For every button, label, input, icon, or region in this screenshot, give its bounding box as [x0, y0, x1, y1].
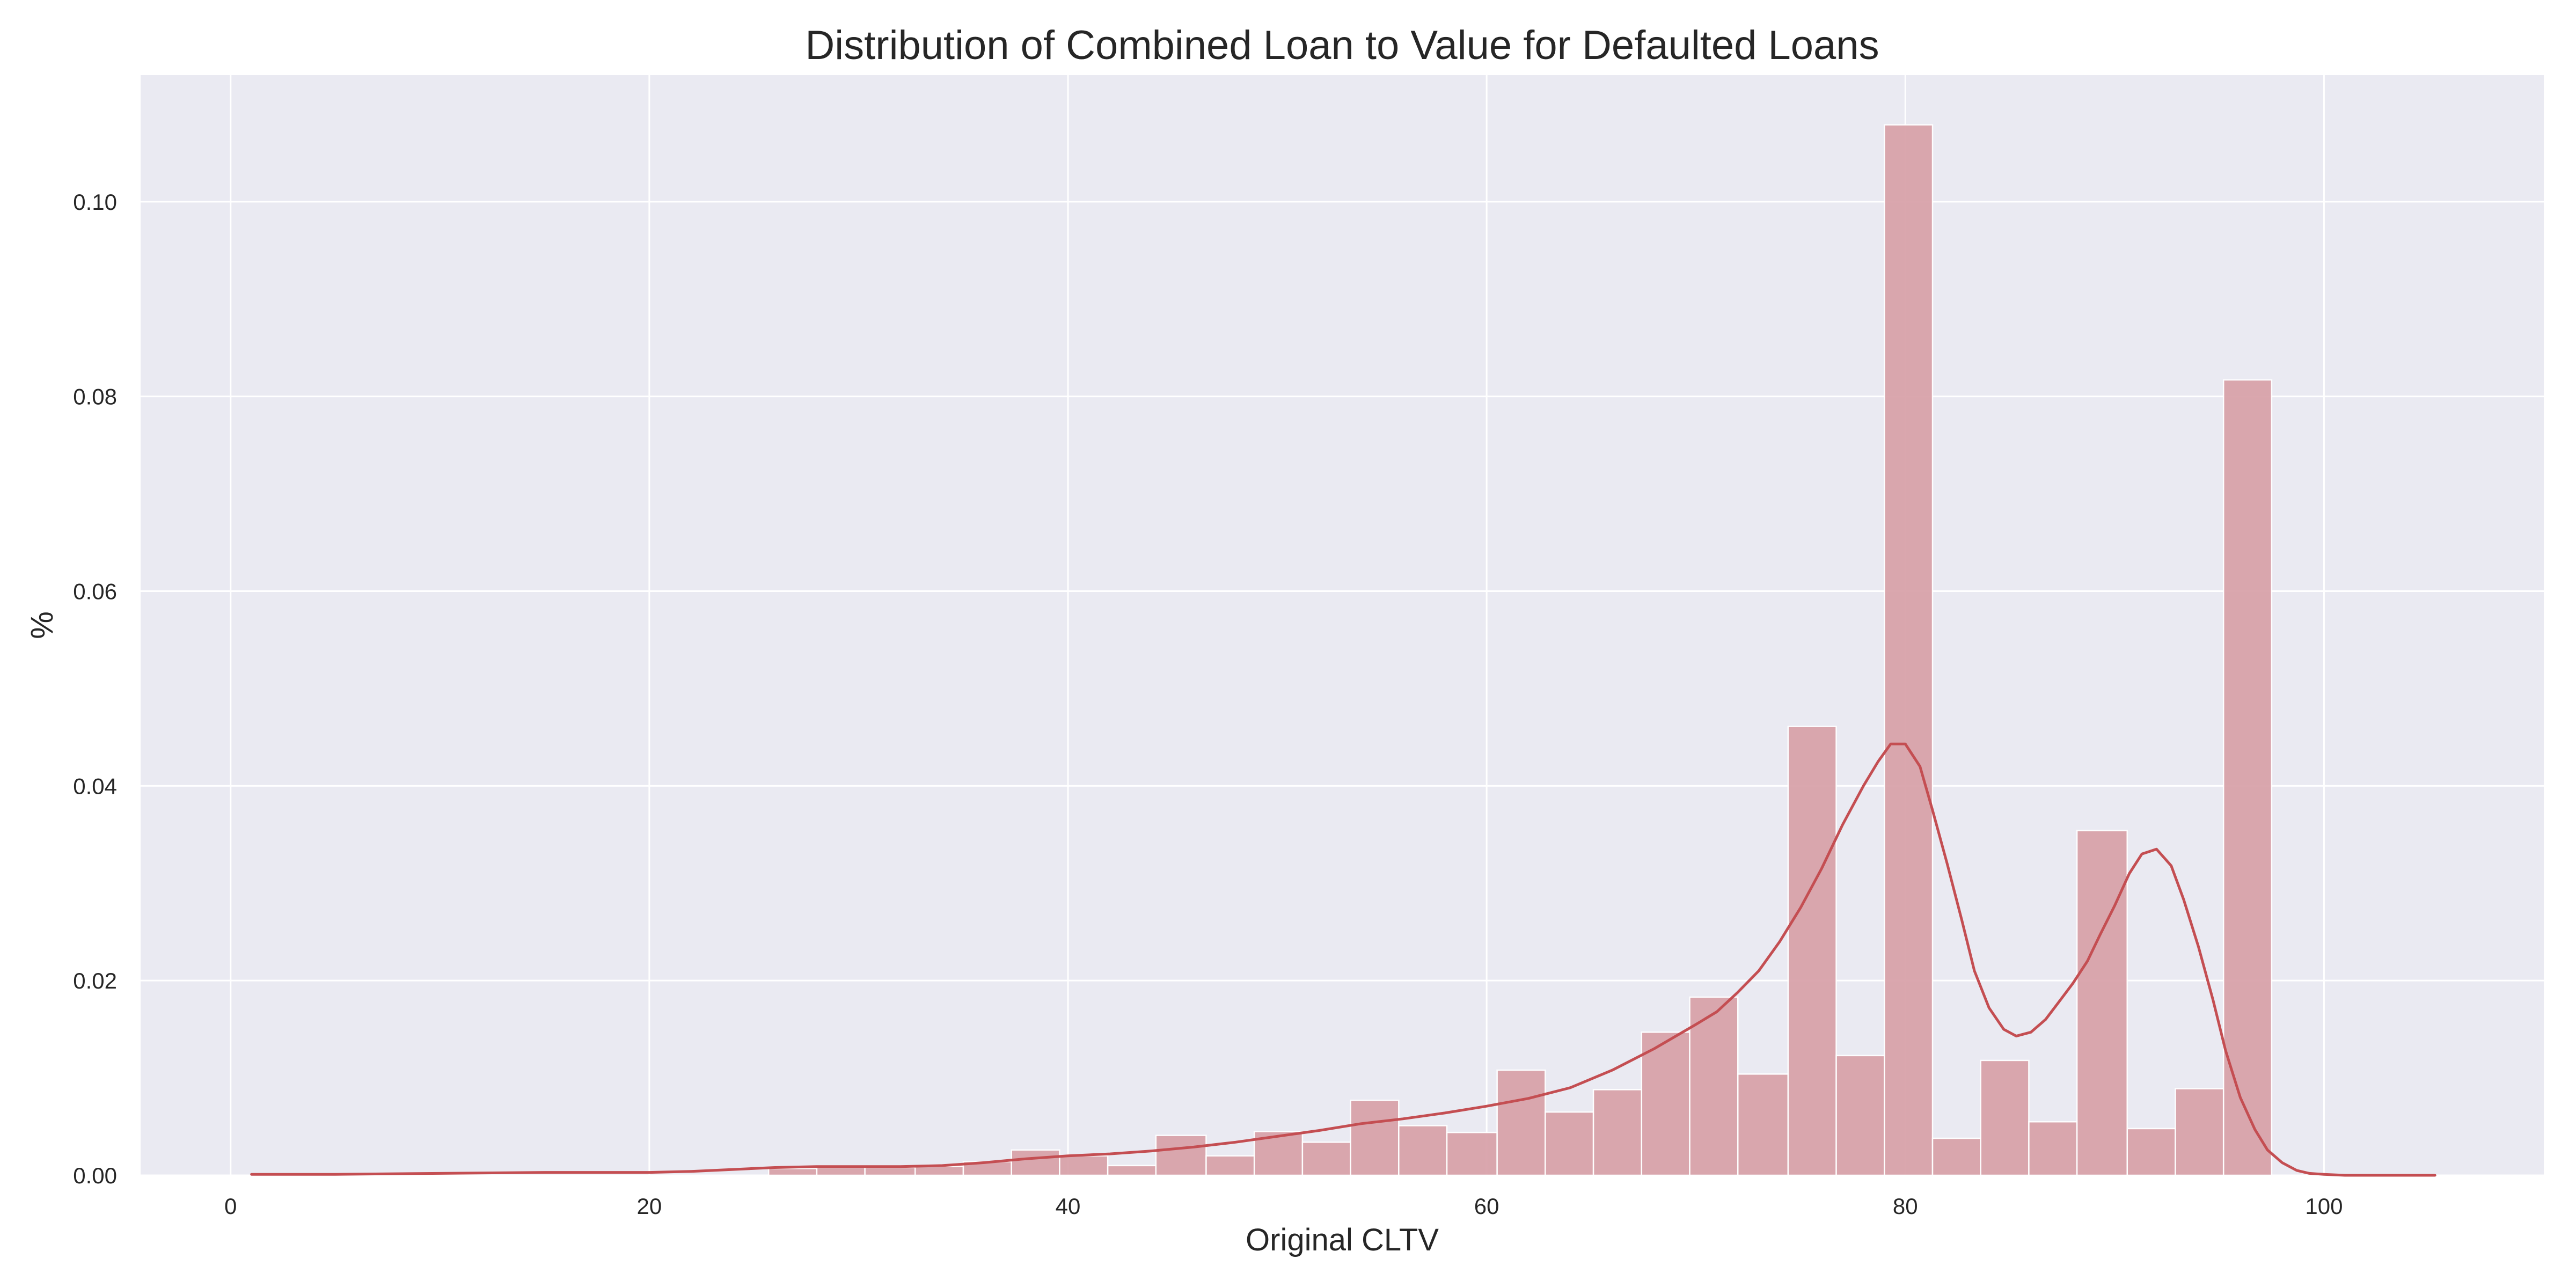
- histogram-bar: [2175, 1088, 2224, 1176]
- kde-curve: [250, 742, 2436, 1177]
- histogram-bar: [1737, 1073, 1789, 1176]
- x-axis-label: Original CLTV: [1246, 1223, 1439, 1257]
- y-axis-ticks: 0.00 0.02 0.04 0.06 0.08 0.10: [73, 189, 117, 1188]
- histogram-bar: [1689, 996, 1739, 1176]
- x-tick-label: 0: [224, 1194, 237, 1219]
- x-axis-ticks: 0 20 40 60 80 100: [224, 1194, 2343, 1219]
- histogram-bar: [1398, 1125, 1448, 1176]
- histogram-bar: [1205, 1155, 1255, 1176]
- histogram-bar: [2222, 379, 2273, 1176]
- y-tick-label: 0.06: [73, 579, 117, 604]
- histogram-bar: [1545, 1111, 1594, 1176]
- histogram-bar: [1350, 1100, 1400, 1176]
- x-tick-label: 60: [1474, 1194, 1499, 1219]
- histogram-bar: [1155, 1135, 1207, 1176]
- histogram-bar: [767, 1168, 818, 1176]
- x-tick-label: 40: [1056, 1194, 1081, 1219]
- histogram-bar: [816, 1167, 866, 1176]
- histogram-bar: [1011, 1149, 1060, 1176]
- y-tick-label: 0.08: [73, 384, 117, 409]
- y-tick-label: 0.00: [73, 1163, 117, 1188]
- histogram-bar: [1059, 1155, 1109, 1176]
- histogram-bar: [1884, 124, 1934, 1176]
- histogram-bar: [1496, 1069, 1546, 1176]
- histogram-bar: [1107, 1165, 1157, 1176]
- x-tick-label: 20: [637, 1194, 662, 1219]
- histogram-bar: [914, 1166, 964, 1176]
- y-tick-label: 0.04: [73, 773, 117, 799]
- histogram-bar: [2126, 1128, 2176, 1176]
- histogram-bar: [1641, 1031, 1690, 1176]
- x-tick-label: 100: [2305, 1194, 2343, 1219]
- histogram-bars: [767, 124, 2273, 1176]
- histogram-bar: [1835, 1055, 1885, 1176]
- y-tick-label: 0.10: [73, 189, 117, 215]
- y-tick-label: 0.02: [73, 968, 117, 993]
- plot-background: [141, 75, 2544, 1175]
- histogram-bar: [1301, 1141, 1351, 1176]
- histogram-bar: [2076, 830, 2128, 1176]
- histogram-bar: [2028, 1121, 2078, 1176]
- histogram-bar: [1931, 1137, 1981, 1176]
- x-tick-label: 80: [1893, 1194, 1918, 1219]
- chart-title: Distribution of Combined Loan to Value f…: [805, 23, 1879, 68]
- histogram-bar: [1446, 1131, 1498, 1176]
- histogram-bar: [1787, 726, 1837, 1176]
- histogram-bar: [864, 1167, 916, 1176]
- y-axis-label: %: [25, 611, 60, 639]
- histogram-bar: [1980, 1059, 2030, 1176]
- histogram-bar: [1592, 1089, 1643, 1176]
